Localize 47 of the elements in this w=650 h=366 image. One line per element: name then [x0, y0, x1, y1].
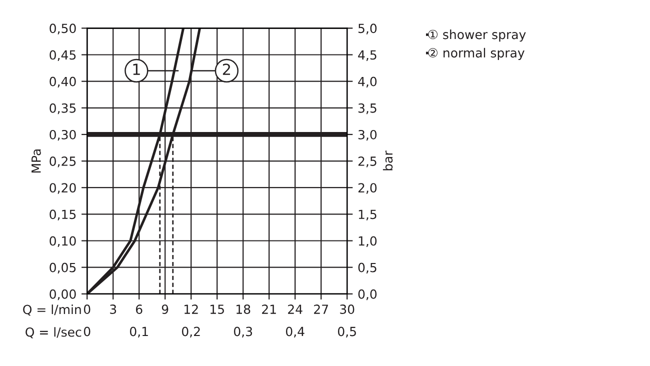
y-tick-label: 0,25 — [50, 156, 76, 168]
y-tick-label: 0,40 — [50, 76, 76, 88]
x2-tick-label: 0,5 — [338, 326, 356, 338]
x-tick-label: 9 — [162, 304, 168, 314]
x-tick-label: 3 — [110, 304, 116, 314]
y2-tick-label: 2,5 — [358, 156, 376, 168]
x-tick-label: 12 — [184, 304, 198, 314]
y2-tick-label: 3,0 — [358, 130, 377, 141]
y2-tick-label: 4,5 — [358, 50, 376, 61]
x-tick-label: 6 — [136, 304, 142, 314]
x2-tick-label: 0,3 — [234, 326, 252, 338]
x2-tick-label: 0,1 — [130, 326, 148, 338]
x-tick-label: 0 — [84, 304, 90, 314]
y-axis-title: MPa — [32, 149, 41, 173]
x-tick-label: 15 — [210, 304, 224, 314]
y-tick-label: 0,30 — [50, 130, 76, 141]
x2-tick-label: 0,2 — [182, 326, 200, 338]
y2-tick-label: 1,5 — [358, 210, 376, 220]
y-tick-label: 0,05 — [50, 262, 76, 274]
y-tick-label: 0,20 — [50, 183, 76, 194]
x-tick-label: 18 — [236, 304, 250, 314]
y-tick-label: 0,45 — [50, 50, 76, 61]
x-tick-label: 27 — [314, 304, 328, 314]
y-tick-label: 0,00 — [50, 289, 76, 300]
y2-tick-label: 5,0 — [358, 24, 377, 34]
x-axis-title: Q = l/min — [23, 304, 81, 316]
y-tick-label: 0,15 — [50, 210, 76, 220]
y2-tick-label: 0,5 — [358, 262, 376, 274]
annotation: 1 — [133, 64, 140, 75]
y2-axis-title: bar — [382, 150, 393, 170]
y-tick-label: 0,35 — [50, 103, 76, 114]
y-tick-label: 0,10 — [50, 236, 76, 247]
y2-tick-label: 0,0 — [358, 289, 377, 300]
legend-label: ② normal spray — [428, 48, 524, 60]
x2-axis-title: Q = l/sec — [26, 327, 82, 338]
x2-tick-label: 0,4 — [286, 326, 304, 338]
x-tick-label: 24 — [288, 304, 302, 314]
y2-tick-label: 1,0 — [358, 236, 377, 247]
y2-tick-label: 2,0 — [358, 183, 377, 194]
y2-tick-label: 4,0 — [358, 76, 377, 88]
x-tick-label: 30 — [340, 304, 354, 314]
legend-label: ① shower spray — [428, 30, 526, 42]
y2-tick-label: 3,5 — [358, 103, 376, 114]
y-tick-label: 0,50 — [50, 24, 76, 34]
x-tick-label: 21 — [262, 304, 276, 314]
annotation: 2 — [222, 64, 230, 75]
x2-tick-label: 0 — [84, 326, 90, 336]
